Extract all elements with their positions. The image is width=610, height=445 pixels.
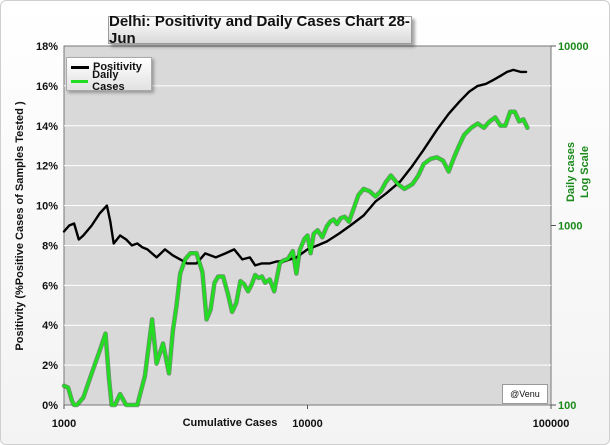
plot-area	[63, 45, 552, 406]
x-tick-label: 10000	[292, 418, 323, 430]
y2-tick-label: 10000	[558, 41, 589, 53]
legend: Positivity Daily Cases	[66, 57, 152, 93]
y-tick-label: 4%	[42, 320, 58, 332]
x-tick-label: 100000	[533, 418, 570, 430]
x-tick-label: 1000	[52, 418, 76, 430]
y-tick-label: 18%	[36, 41, 58, 53]
y-axis-label: Positivity (%Positive Cases of Samples T…	[14, 101, 26, 351]
y2-tick-label: 1000	[558, 221, 582, 233]
legend-item-positivity: Positivity	[71, 60, 142, 74]
y2-axis-ticks: 100 1000 10000	[551, 41, 589, 412]
y-tick-label: 6%	[42, 280, 58, 292]
legend-label-daily-cases: Daily Cases	[92, 69, 125, 93]
series-line-daily-cases	[62, 110, 529, 407]
watermark: @Venu	[502, 384, 548, 404]
y-axis-ticks: 0% 2% 4% 6% 8% 10% 12% 14% 16% 18%	[36, 41, 58, 412]
x-axis-label: Cumulative Cases	[183, 417, 278, 429]
chart-title: Delhi: Positivity and Daily Cases Chart …	[108, 13, 412, 47]
legend-label-positivity: Positivity	[93, 61, 142, 73]
y-tick-label: 16%	[36, 81, 58, 93]
x-axis-ticks: 1000 10000 100000	[52, 405, 570, 430]
y-tick-label: 2%	[42, 360, 58, 372]
y-tick-label: 10%	[36, 201, 58, 213]
y2-axis-label-line1: Daily cases	[565, 142, 577, 202]
y-tick-label: 12%	[36, 161, 58, 173]
legend-swatch-positivity	[71, 65, 89, 69]
y2-axis-label-line2: Log Scale	[579, 146, 591, 198]
series-group	[61, 68, 530, 408]
y2-tick-label: 100	[558, 400, 576, 412]
series-line-positivity	[62, 68, 528, 267]
y-tick-label: 8%	[42, 240, 58, 252]
y-tick-label: 0%	[42, 400, 58, 412]
gridlines	[64, 85, 551, 366]
legend-item-daily-cases: Daily Cases	[71, 69, 151, 93]
y-tick-label: 14%	[36, 121, 58, 133]
legend-swatch-daily-cases	[71, 79, 89, 83]
